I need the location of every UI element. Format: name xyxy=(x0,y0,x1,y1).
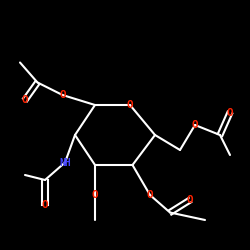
Text: O: O xyxy=(22,95,29,105)
Text: O: O xyxy=(42,200,48,210)
Text: O: O xyxy=(226,108,234,118)
Text: O: O xyxy=(127,100,134,110)
Text: O: O xyxy=(186,195,194,205)
Text: O: O xyxy=(192,120,198,130)
Text: O: O xyxy=(146,190,154,200)
Text: O: O xyxy=(59,90,66,100)
Text: NH: NH xyxy=(59,158,71,168)
Text: O: O xyxy=(92,190,98,200)
